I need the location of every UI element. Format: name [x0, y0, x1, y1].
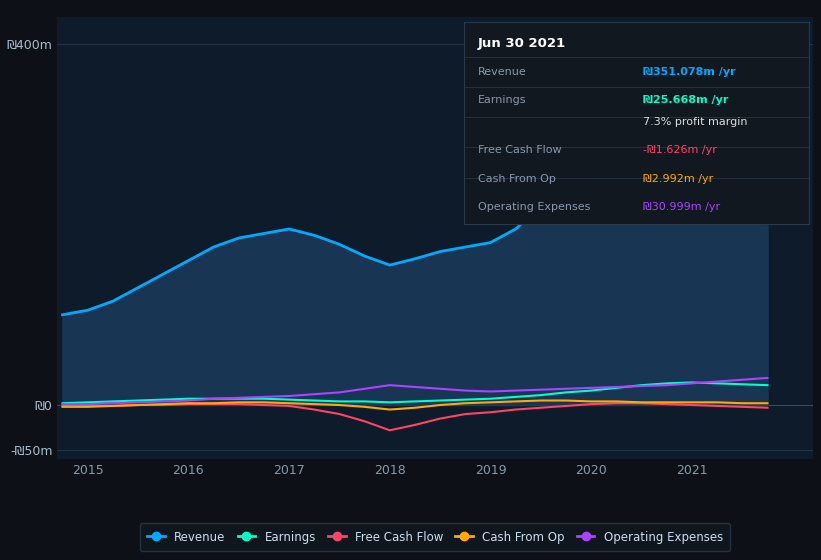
Text: Operating Expenses: Operating Expenses: [478, 202, 590, 212]
Text: Jun 30 2021: Jun 30 2021: [478, 36, 566, 49]
Text: ₪25.668m /yr: ₪25.668m /yr: [643, 95, 728, 105]
Text: Cash From Op: Cash From Op: [478, 174, 556, 184]
Text: -₪1.626m /yr: -₪1.626m /yr: [643, 146, 717, 155]
Text: ₪30.999m /yr: ₪30.999m /yr: [643, 202, 720, 212]
Text: Free Cash Flow: Free Cash Flow: [478, 146, 562, 155]
Text: ₪351.078m /yr: ₪351.078m /yr: [643, 67, 736, 77]
Text: ₪2.992m /yr: ₪2.992m /yr: [643, 174, 713, 184]
Text: 7.3% profit margin: 7.3% profit margin: [643, 117, 748, 127]
Text: Revenue: Revenue: [478, 67, 526, 77]
Text: Earnings: Earnings: [478, 95, 526, 105]
Legend: Revenue, Earnings, Free Cash Flow, Cash From Op, Operating Expenses: Revenue, Earnings, Free Cash Flow, Cash …: [140, 524, 730, 550]
